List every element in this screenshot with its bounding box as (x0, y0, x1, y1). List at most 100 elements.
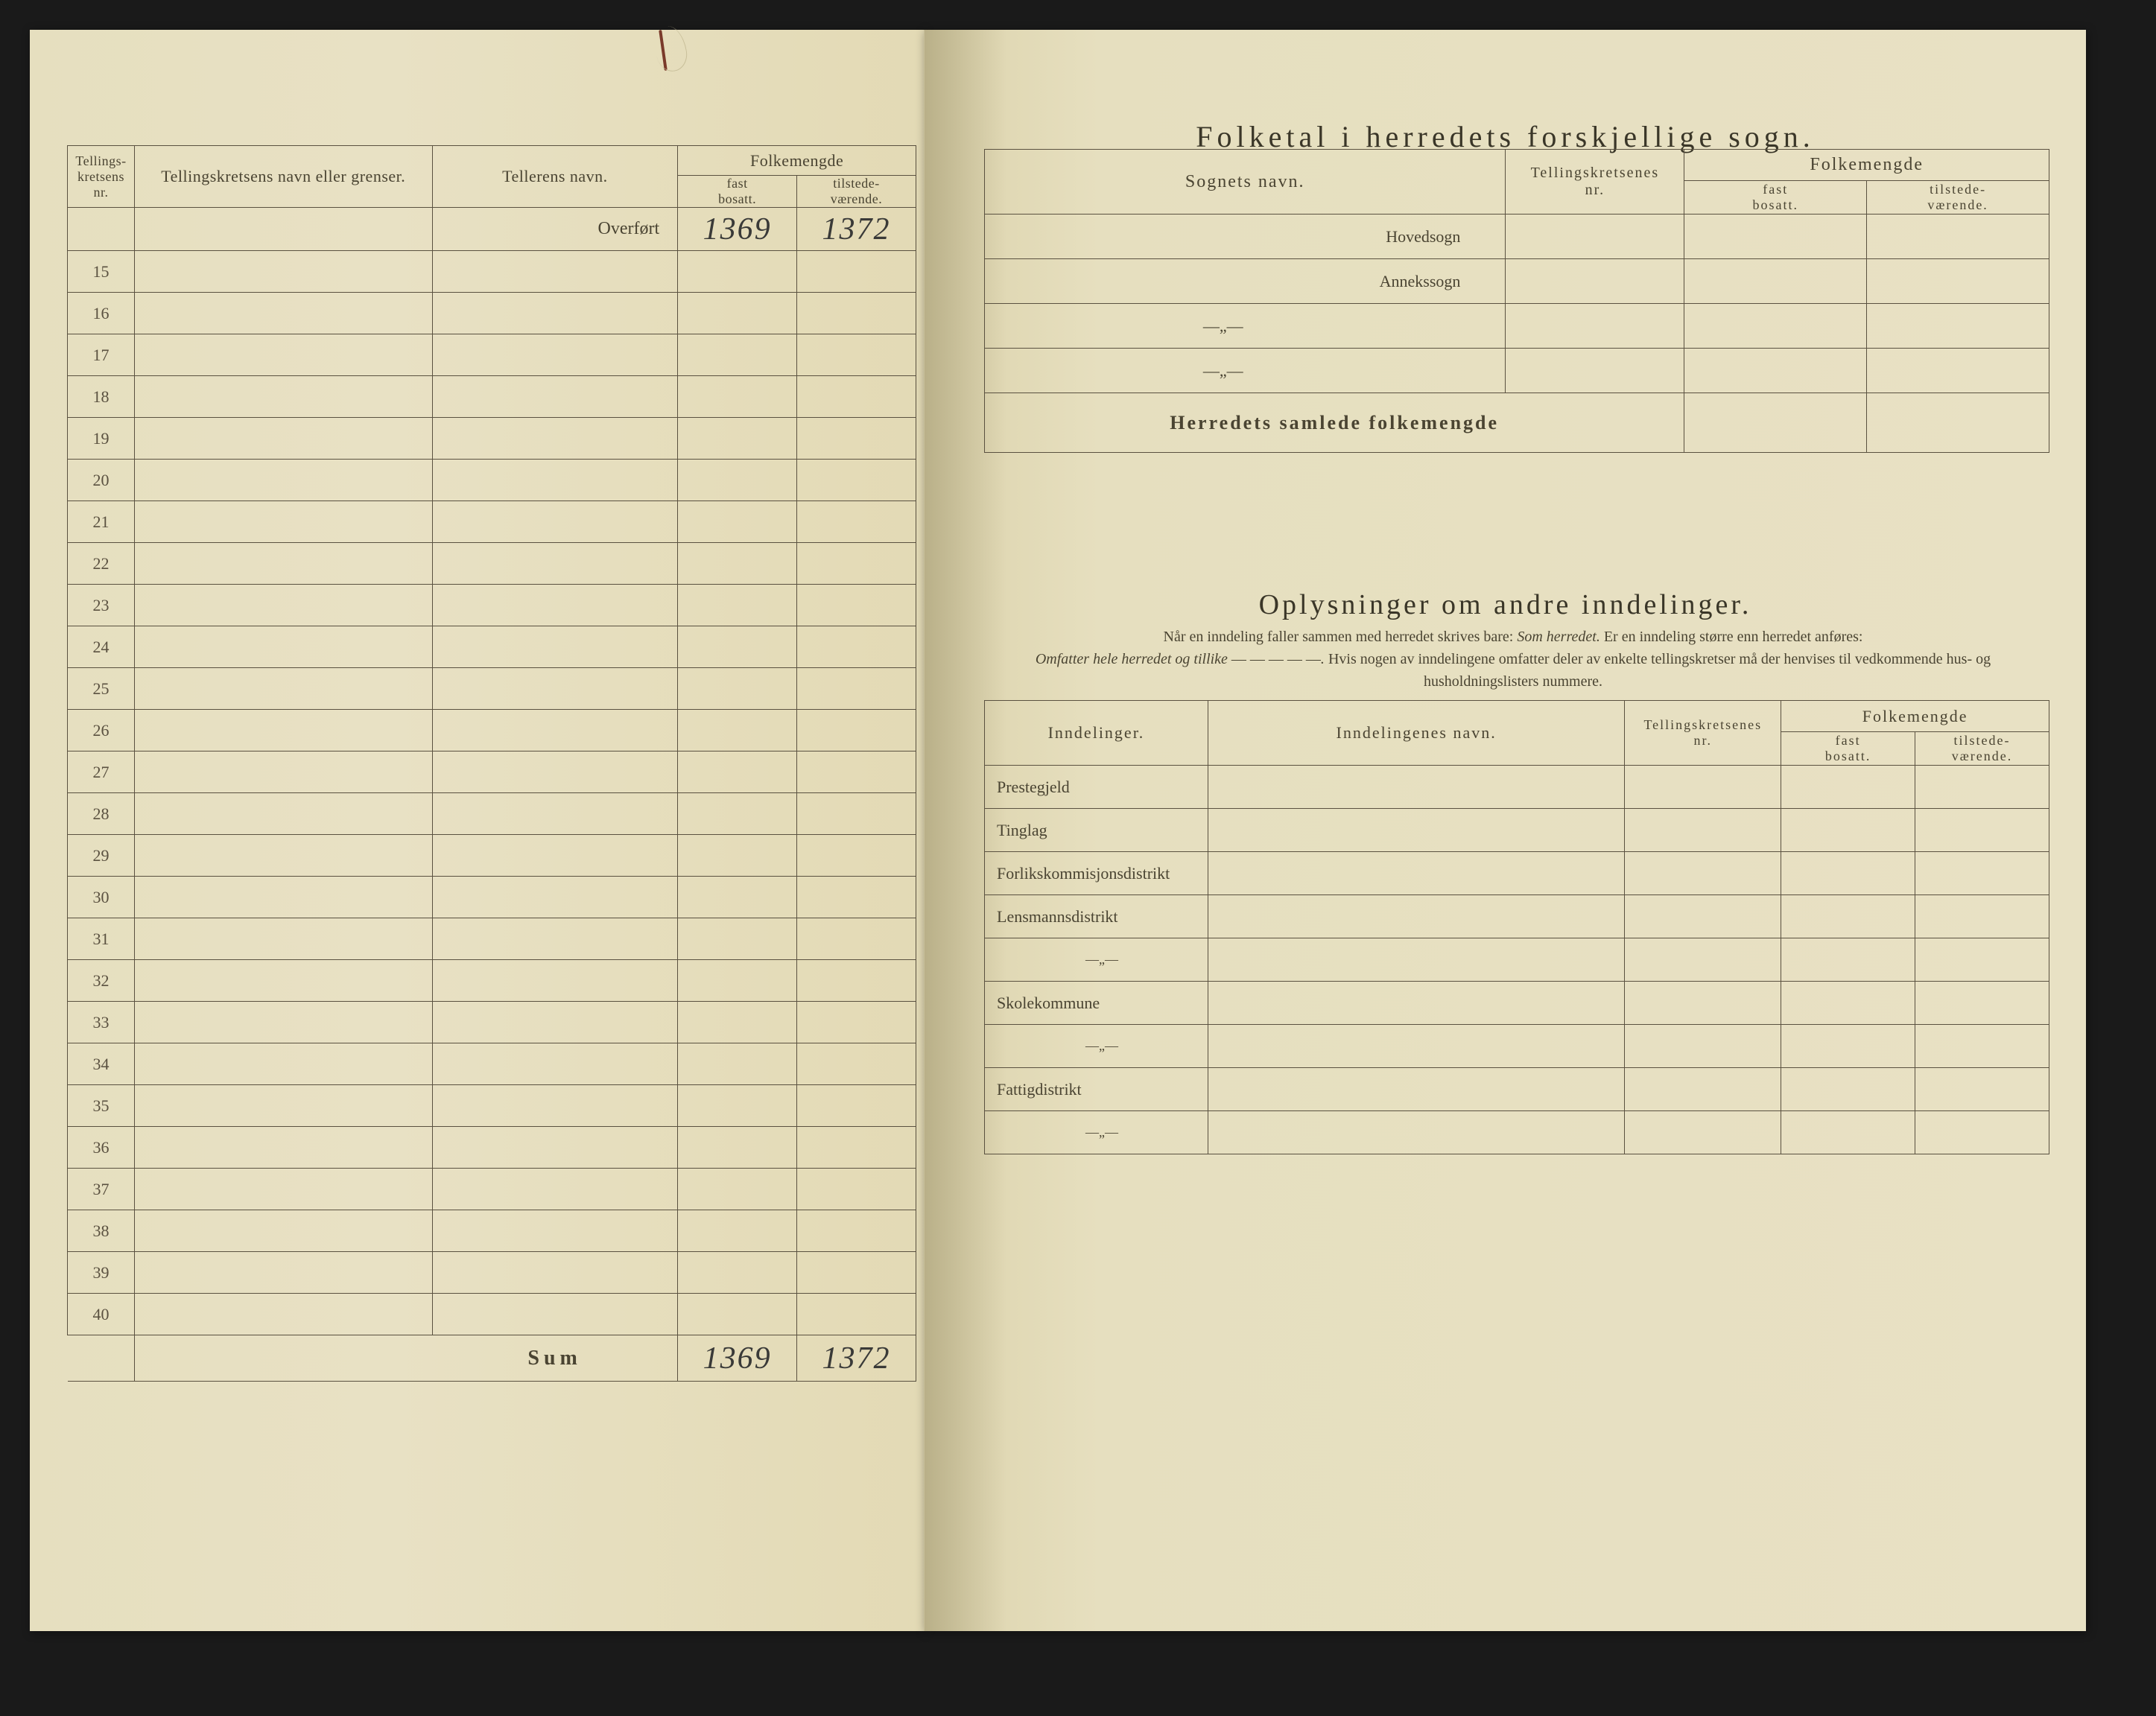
table-row: 40 (68, 1294, 916, 1335)
table-row: 33 (68, 1002, 916, 1043)
sum-fast: 1369 (703, 1341, 772, 1376)
sogn-label: ―„― (985, 349, 1506, 393)
row-number: 16 (68, 293, 135, 334)
table-row: 15 (68, 251, 916, 293)
innd-row: Skolekommune (985, 982, 2049, 1025)
innd-hdr-fast: fastbosatt. (1781, 732, 1915, 766)
row-number: 22 (68, 543, 135, 585)
innd-label: ―„― (985, 1111, 1208, 1154)
innd-label: Lensmannsdistrikt (985, 895, 1208, 938)
samlede-label: Herredets samlede folkemengde (985, 393, 1684, 453)
row-number: 23 (68, 585, 135, 626)
innd-row: Fattigdistrikt (985, 1068, 2049, 1111)
row-number: 34 (68, 1043, 135, 1085)
innd-label: ―„― (985, 938, 1208, 982)
sogn-row: ―„― (985, 349, 2049, 393)
row-number: 40 (68, 1294, 135, 1335)
table-row: 20 (68, 460, 916, 501)
inndelinger-table: Inndelinger. Inndelingenes navn. Telling… (984, 700, 2049, 1154)
innd-row: Prestegjeld (985, 766, 2049, 809)
overfort-fast: 1369 (703, 212, 772, 247)
innd-hdr-innd: Inndelinger. (985, 701, 1208, 766)
oplys-note-1: Når en inndeling faller sammen med herre… (1164, 629, 1518, 645)
sogn-row: Hovedsogn (985, 214, 2049, 259)
sogn-table-body: HovedsognAnnekssogn―„――„― (985, 214, 2049, 393)
scanned-spread: Tellings-kretsensnr. Tellingskretsens na… (0, 0, 2156, 1716)
innd-row: Lensmannsdistrikt (985, 895, 2049, 938)
table-row: 31 (68, 918, 916, 960)
bookmark-ribbon (656, 0, 673, 74)
table-row: 16 (68, 293, 916, 334)
row-number: 33 (68, 1002, 135, 1043)
sogn-label: ―„― (985, 304, 1506, 349)
samlede-row: Herredets samlede folkemengde (985, 393, 2049, 453)
innd-row: Tinglag (985, 809, 2049, 852)
innd-label: Forlikskommisjonsdistrikt (985, 852, 1208, 895)
row-number: 37 (68, 1169, 135, 1210)
table-row: 38 (68, 1210, 916, 1252)
sogn-hdr-folke: Folkemengde (1684, 150, 2049, 181)
innd-label: Prestegjeld (985, 766, 1208, 809)
table-row: 39 (68, 1252, 916, 1294)
left-page: Tellings-kretsensnr. Tellingskretsens na… (30, 30, 924, 1631)
oplys-note-1i: Som herredet. (1517, 629, 1599, 645)
innd-hdr-til: tilstede-værende. (1915, 732, 2049, 766)
overfort-label: Overført (432, 208, 678, 251)
innd-table-body: PrestegjeldTinglagForlikskommisjonsdistr… (985, 766, 2049, 1154)
sum-label: Sum (432, 1335, 678, 1382)
innd-row: ―„― (985, 1025, 2049, 1068)
row-number: 32 (68, 960, 135, 1002)
table-row: 23 (68, 585, 916, 626)
sum-til: 1372 (822, 1341, 891, 1376)
table-row: 28 (68, 793, 916, 835)
left-census-table: Tellings-kretsensnr. Tellingskretsens na… (67, 145, 916, 1382)
row-number: 28 (68, 793, 135, 835)
innd-row: ―„― (985, 1111, 2049, 1154)
table-row: 24 (68, 626, 916, 668)
oplys-note: Når en inndeling faller sammen med herre… (1006, 626, 2020, 693)
oplys-title: Oplysninger om andre inndelinger. (925, 588, 2086, 621)
row-number: 36 (68, 1127, 135, 1169)
sogn-label: Annekssogn (985, 259, 1506, 304)
row-number: 20 (68, 460, 135, 501)
hdr-nr: Tellings-kretsensnr. (68, 146, 135, 208)
innd-label: Fattigdistrikt (985, 1068, 1208, 1111)
hdr-tilstede: tilstede-værende. (797, 176, 916, 208)
left-table-body: Overført 1369 1372 151617181920212223242… (68, 208, 916, 1335)
row-number: 19 (68, 418, 135, 460)
innd-label: ―„― (985, 1025, 1208, 1068)
table-row: 19 (68, 418, 916, 460)
row-number: 27 (68, 751, 135, 793)
table-row: 30 (68, 877, 916, 918)
table-row: 27 (68, 751, 916, 793)
table-row: 17 (68, 334, 916, 376)
row-number: 35 (68, 1085, 135, 1127)
innd-label: Tinglag (985, 809, 1208, 852)
table-row: 32 (68, 960, 916, 1002)
row-number: 29 (68, 835, 135, 877)
table-row: 26 (68, 710, 916, 751)
table-row: 36 (68, 1127, 916, 1169)
overfort-row: Overført 1369 1372 (68, 208, 916, 251)
row-number: 26 (68, 710, 135, 751)
sum-row: Sum 1369 1372 (68, 1335, 916, 1382)
row-number: 31 (68, 918, 135, 960)
sogn-hdr-tnr: Tellingskretsenesnr. (1506, 150, 1684, 214)
sogn-hdr-fast: fastbosatt. (1684, 181, 1867, 214)
row-number: 38 (68, 1210, 135, 1252)
oplys-note-3: Hvis nogen av inndelingene omfatter dele… (1325, 651, 1991, 690)
oplys-note-2i: Omfatter hele herredet og tillike ― ― ― … (1036, 651, 1325, 667)
hdr-folke: Folkemengde (678, 146, 916, 176)
row-number: 18 (68, 376, 135, 418)
hdr-teller: Tellerens navn. (432, 146, 678, 208)
row-number: 25 (68, 668, 135, 710)
row-number: 17 (68, 334, 135, 376)
row-number: 21 (68, 501, 135, 543)
right-page: Folketal i herredets forskjellige sogn. … (924, 30, 2086, 1631)
sogn-hdr-til: tilstede-værende. (1867, 181, 2049, 214)
innd-hdr-navn: Inndelingenes navn. (1208, 701, 1624, 766)
row-number: 15 (68, 251, 135, 293)
table-row: 18 (68, 376, 916, 418)
table-row: 37 (68, 1169, 916, 1210)
sogn-table: Sognets navn. Tellingskretsenesnr. Folke… (984, 149, 2049, 453)
